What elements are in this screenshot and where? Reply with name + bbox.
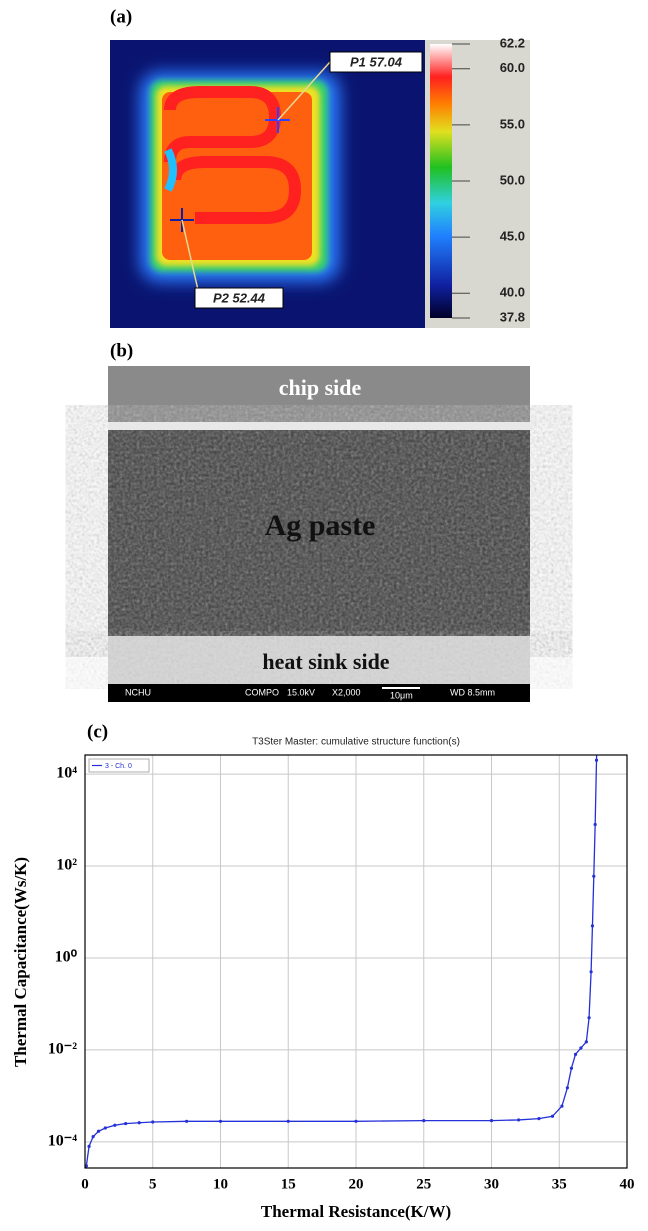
data-point	[96, 1129, 101, 1133]
data-point	[422, 1119, 426, 1123]
info-text: X2,000	[332, 687, 361, 697]
data-point	[573, 1052, 578, 1056]
data-point	[594, 758, 599, 762]
thermal-image	[110, 40, 425, 328]
data-point	[589, 970, 593, 974]
data-point	[560, 1104, 564, 1108]
y-axis-label: Thermal Capacitance(Ws/K)	[11, 857, 30, 1067]
data-point	[579, 1046, 583, 1050]
colorbar-tick-label: 62.2	[500, 35, 525, 50]
data-point	[87, 1144, 91, 1148]
annotation: Ag paste	[265, 509, 376, 542]
x-tick-label: 20	[349, 1176, 364, 1192]
chart-title: T3Ster Master: cumulative structure func…	[252, 737, 460, 748]
data-point	[565, 1086, 569, 1090]
legend-box	[88, 758, 150, 773]
data-point	[584, 1040, 588, 1044]
data-point	[592, 874, 596, 878]
x-tick-label: 5	[149, 1176, 157, 1192]
x-tick-label: 0	[81, 1176, 89, 1192]
x-tick-label: 40	[620, 1176, 635, 1192]
colorbar-tick-label: 45.0	[500, 229, 525, 244]
marker-box	[194, 287, 284, 309]
x-tick-label: 35	[552, 1176, 567, 1192]
x-tick-label: 25	[416, 1176, 431, 1192]
panel-label: (c)	[87, 721, 108, 742]
data-point	[185, 1119, 189, 1123]
colorbar-tick-label: 55.0	[500, 116, 525, 131]
info-text: COMPO	[245, 687, 279, 697]
sem-image	[108, 366, 530, 702]
colorbar-tick-label: 50.0	[500, 172, 525, 187]
colorbar-tick-label: 40.0	[500, 285, 525, 300]
legend-label: 3 - Ch. 0	[105, 763, 132, 770]
y-tick-label: 10⁰	[55, 949, 78, 966]
panel-label: (b)	[110, 340, 133, 361]
info-text: 10μm	[390, 690, 413, 700]
y-tick-label: 10⁻²	[48, 1041, 77, 1058]
x-tick-label: 10	[213, 1176, 228, 1192]
y-tick-label: 10⁻⁴	[48, 1133, 77, 1150]
data-point	[569, 1066, 574, 1070]
colorbar	[430, 44, 452, 318]
data-point	[354, 1119, 358, 1123]
series	[85, 727, 599, 1168]
marker-box	[329, 51, 423, 73]
data-point	[286, 1119, 290, 1123]
plot-frame	[84, 754, 628, 1169]
data-point	[85, 1164, 88, 1168]
info-text: 15.0kV	[287, 687, 315, 697]
annotation: chip side	[279, 375, 362, 400]
data-point	[113, 1123, 117, 1127]
data-point	[103, 1126, 107, 1130]
data-line	[85, 755, 598, 1167]
marker-label: P1 57.04	[350, 54, 403, 69]
data-point	[550, 1114, 555, 1118]
panel-label: (a)	[110, 6, 132, 27]
y-tick-label: 10²	[56, 857, 77, 874]
data-point	[137, 1121, 141, 1125]
colorbar-tick-label: 37.8	[500, 309, 525, 324]
data-point	[596, 727, 599, 730]
info-text: NCHU	[125, 687, 151, 697]
data-point	[590, 924, 595, 928]
data-point	[489, 1119, 494, 1123]
data-point	[124, 1121, 128, 1126]
y-tick-label: 10⁴	[56, 765, 77, 782]
info-text: WD 8.5mm	[450, 687, 495, 697]
data-point	[517, 1118, 521, 1122]
data-point	[593, 822, 597, 827]
data-point	[218, 1119, 223, 1123]
data-point	[587, 1016, 591, 1020]
data-point	[151, 1120, 155, 1124]
colorbar-tick-label: 60.0	[500, 60, 525, 75]
x-tick-label: 30	[484, 1176, 499, 1192]
data-point	[537, 1117, 541, 1121]
data-point	[91, 1135, 95, 1139]
x-axis-label: Thermal Resistance(K/W)	[261, 1202, 451, 1221]
marker-label: P2 52.44	[213, 290, 266, 305]
x-tick-label: 15	[281, 1176, 296, 1192]
annotation: heat sink side	[262, 649, 389, 674]
